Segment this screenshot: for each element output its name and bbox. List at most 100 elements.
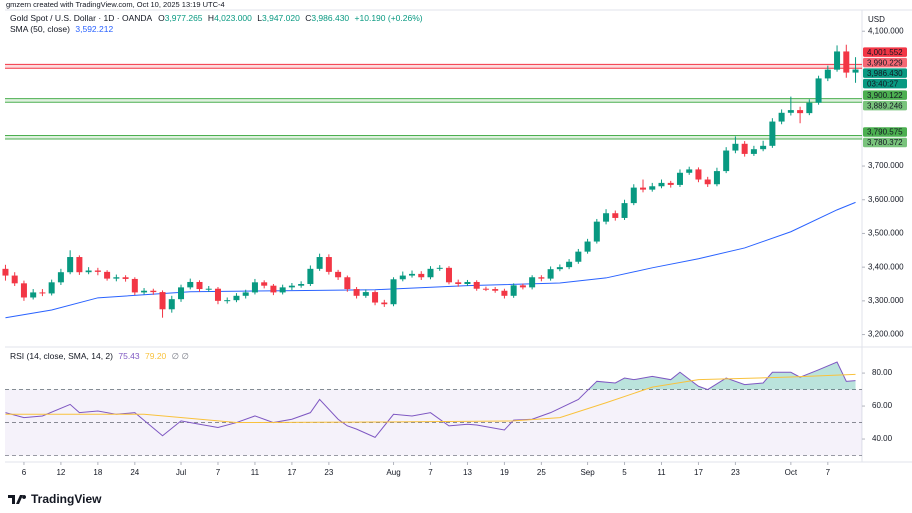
candle-body [316, 257, 323, 269]
candle-body [760, 145, 767, 150]
candle-body [57, 272, 64, 283]
x-tick-label: 23 [324, 468, 333, 477]
x-tick-label: 12 [56, 468, 65, 477]
rsi-title: RSI (14, close, SMA, 14, 2) [10, 351, 113, 361]
candle-body [418, 273, 425, 278]
candle-body [778, 112, 785, 122]
legend-line: Gold Spot / U.S. Dollar · 1D · OANDA O3,… [10, 13, 423, 23]
candle-body [39, 292, 46, 294]
candle-body [769, 121, 776, 146]
x-tick-label: 11 [251, 468, 260, 477]
candle-body [787, 110, 794, 113]
candle-body [852, 69, 859, 73]
candle-body [704, 179, 711, 185]
x-tick-label: 18 [93, 468, 102, 477]
candle-body [141, 290, 148, 293]
candle-body [104, 271, 111, 279]
candle-body [649, 186, 656, 190]
candle-body [94, 270, 101, 272]
candle-body [464, 281, 471, 284]
y-tick-label: 3,500.000 [868, 229, 904, 238]
brand: TradingView [31, 492, 102, 506]
y-tick-label: 4,100.000 [868, 26, 904, 35]
candle-body [390, 279, 397, 305]
sma-line [5, 201, 856, 319]
price-label-bg [863, 90, 907, 100]
price-label: 3,780.372 [867, 138, 903, 147]
candle-body [473, 281, 480, 289]
candle-body [187, 281, 194, 288]
candle-body [335, 271, 342, 278]
candle-body [205, 288, 212, 290]
candle-body [11, 275, 18, 284]
ohlc-value: 3,977.265 [165, 13, 203, 23]
candle-body [695, 169, 702, 180]
x-tick-label: 7 [826, 468, 831, 477]
candle-body [630, 187, 637, 204]
price-label: 4,001.552 [867, 48, 903, 57]
x-tick-label: Oct [785, 468, 798, 477]
candle-body [713, 171, 720, 185]
candle-body [843, 51, 850, 73]
candle-body [529, 277, 536, 288]
overbought-fill [588, 362, 856, 390]
candle-body [806, 102, 813, 114]
candle-body [501, 290, 508, 296]
ohlc-key: H [208, 13, 214, 23]
candle-body [325, 257, 332, 272]
candle-body [261, 282, 268, 286]
logo-icon [8, 495, 27, 504]
candle-body [750, 149, 757, 154]
candle-body [362, 292, 369, 296]
x-tick-label: 6 [22, 468, 27, 477]
price-label: 3,889.246 [867, 101, 903, 110]
x-tick-label: 7 [428, 468, 433, 477]
candle-body [288, 285, 295, 288]
candle-body [667, 182, 674, 185]
price-label-bg [863, 137, 907, 148]
ohlc-key: O [158, 13, 165, 23]
rsi-line [5, 361, 856, 439]
rsi-legend: RSI (14, close, SMA, 14, 2) 75.43 79.20 … [10, 351, 189, 361]
x-tick-label: 5 [622, 468, 627, 477]
candle-body [492, 289, 499, 291]
candle-body [658, 182, 665, 187]
x-tick-label: 7 [216, 468, 221, 477]
symbol-title: Gold Spot / U.S. Dollar · 1D · OANDA [10, 13, 153, 23]
candle-body [640, 187, 647, 190]
rsi-ma-value: 79.20 [145, 351, 167, 361]
y-tick-label: 40.00 [872, 434, 893, 443]
price-label-bg [863, 68, 907, 78]
currency: USD [868, 15, 885, 24]
candle-body [372, 292, 379, 303]
x-tick-label: 23 [731, 468, 740, 477]
ohlc-value: 4,023.000 [214, 13, 252, 23]
candle-body [168, 299, 175, 310]
candle-body [20, 283, 27, 298]
candle-body [214, 288, 221, 301]
candle-body [298, 283, 305, 286]
candle-body [353, 289, 360, 296]
candle-body [30, 292, 37, 298]
candle-body [797, 110, 804, 114]
candle-body [307, 268, 314, 284]
price-label-bg [863, 78, 907, 89]
candle-body [242, 292, 249, 296]
candle-body [85, 270, 92, 273]
price-label: 3,900.122 [867, 91, 903, 100]
y-tick-label: 3,400.000 [868, 262, 904, 271]
candle-body [122, 277, 129, 279]
candle-body [279, 287, 286, 293]
price-label: 03:40:27 [867, 79, 899, 88]
price-label-bg [863, 127, 907, 137]
candle-body [584, 241, 591, 252]
rsi-value: 75.43 [118, 351, 140, 361]
x-tick-label: 13 [463, 468, 472, 477]
candle-body [150, 290, 157, 293]
candle-body [723, 150, 730, 172]
candle-body [48, 282, 55, 294]
candle-body [556, 267, 563, 270]
x-tick-label: 17 [694, 468, 703, 477]
candle-body [603, 213, 610, 222]
candle-body [612, 213, 619, 218]
